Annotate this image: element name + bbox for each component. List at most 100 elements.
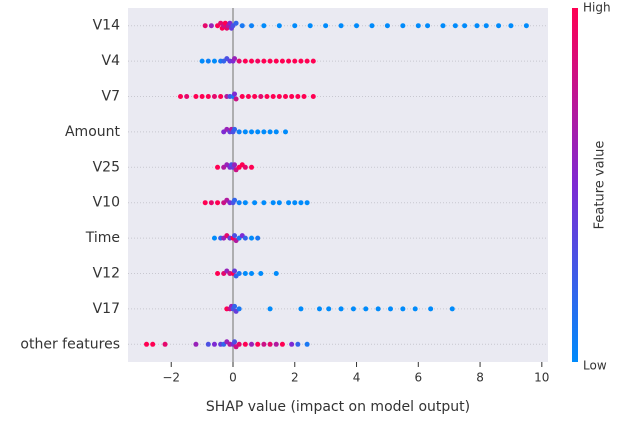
- dot: [354, 23, 360, 29]
- x-tick-label: −2: [162, 371, 180, 385]
- y-tick-label: V7: [102, 89, 120, 105]
- dot: [279, 341, 285, 347]
- dot: [298, 306, 304, 312]
- y-tick-label: Time: [85, 230, 120, 246]
- dot: [304, 341, 310, 347]
- dot: [310, 58, 316, 64]
- dot: [255, 129, 261, 135]
- dot: [261, 129, 267, 135]
- dot: [261, 341, 267, 347]
- dot: [249, 235, 255, 241]
- dot: [239, 94, 245, 99]
- dot: [232, 303, 238, 309]
- dot: [202, 200, 208, 206]
- x-tick-label: 2: [291, 371, 299, 385]
- colorbar-label: Feature value: [593, 141, 608, 230]
- dot: [375, 306, 381, 312]
- dot: [211, 341, 217, 347]
- dot: [242, 129, 248, 135]
- dot: [245, 94, 251, 99]
- dot: [310, 94, 316, 99]
- y-tick-label: Amount: [65, 124, 121, 140]
- dot: [483, 23, 489, 29]
- dot: [298, 58, 304, 64]
- dot: [304, 58, 310, 64]
- x-tick-label: 0: [229, 371, 237, 385]
- y-tick-label: V10: [93, 195, 120, 211]
- dot: [232, 91, 238, 97]
- dot: [236, 341, 242, 347]
- dot: [162, 341, 168, 347]
- dot: [199, 94, 205, 99]
- y-tick-label: V25: [93, 159, 120, 175]
- dot: [252, 94, 258, 99]
- dot: [286, 200, 292, 206]
- dot: [208, 23, 214, 29]
- dot: [267, 306, 273, 312]
- y-tick-label: V14: [93, 18, 120, 34]
- colorbar-low: Low: [583, 359, 607, 373]
- dot: [236, 129, 242, 135]
- dot: [273, 58, 279, 64]
- dot: [338, 23, 344, 29]
- dot: [233, 96, 239, 102]
- dot: [249, 58, 255, 64]
- dot: [412, 306, 418, 312]
- dot: [215, 271, 221, 276]
- dot: [249, 164, 255, 170]
- dot: [249, 341, 255, 347]
- dot: [369, 23, 375, 29]
- dot: [258, 94, 264, 99]
- dot: [249, 129, 255, 135]
- y-tick-label: other features: [20, 336, 120, 352]
- dot: [286, 58, 292, 64]
- dot: [232, 268, 238, 274]
- dot: [144, 341, 150, 347]
- dot: [400, 23, 406, 29]
- dot: [255, 235, 261, 241]
- dot: [276, 200, 282, 206]
- dot: [255, 341, 261, 347]
- dot: [233, 20, 239, 26]
- dot: [242, 164, 248, 170]
- dot: [350, 306, 356, 312]
- dot: [267, 129, 273, 135]
- x-tick-label: 4: [353, 371, 361, 385]
- dot: [323, 23, 329, 29]
- dot: [449, 306, 455, 312]
- dot: [239, 23, 245, 29]
- dot: [218, 94, 224, 99]
- x-tick-label: 10: [534, 371, 549, 385]
- dot: [236, 200, 242, 206]
- dot: [255, 58, 261, 64]
- dot: [232, 233, 238, 239]
- dot: [276, 94, 282, 99]
- dot: [261, 200, 267, 206]
- dot: [283, 129, 288, 135]
- dot: [242, 341, 248, 347]
- dot: [400, 306, 406, 312]
- dot: [267, 58, 273, 64]
- dot: [523, 23, 529, 29]
- dot: [462, 23, 468, 29]
- dot: [289, 94, 295, 99]
- dot: [208, 200, 214, 206]
- dot: [415, 23, 421, 29]
- dot: [304, 200, 310, 206]
- dot: [178, 94, 183, 99]
- colorbar: [572, 8, 578, 362]
- plot-area: [128, 8, 548, 362]
- dot: [252, 200, 258, 206]
- dot: [150, 341, 156, 347]
- dot: [205, 58, 211, 64]
- dot: [295, 94, 301, 99]
- dot: [236, 306, 242, 312]
- y-tick-label: V4: [102, 53, 121, 69]
- dot: [496, 23, 502, 29]
- dot: [232, 339, 238, 345]
- dot: [193, 341, 199, 347]
- dot: [425, 23, 431, 29]
- dot: [184, 94, 190, 99]
- dot: [508, 23, 514, 29]
- dot: [249, 23, 255, 29]
